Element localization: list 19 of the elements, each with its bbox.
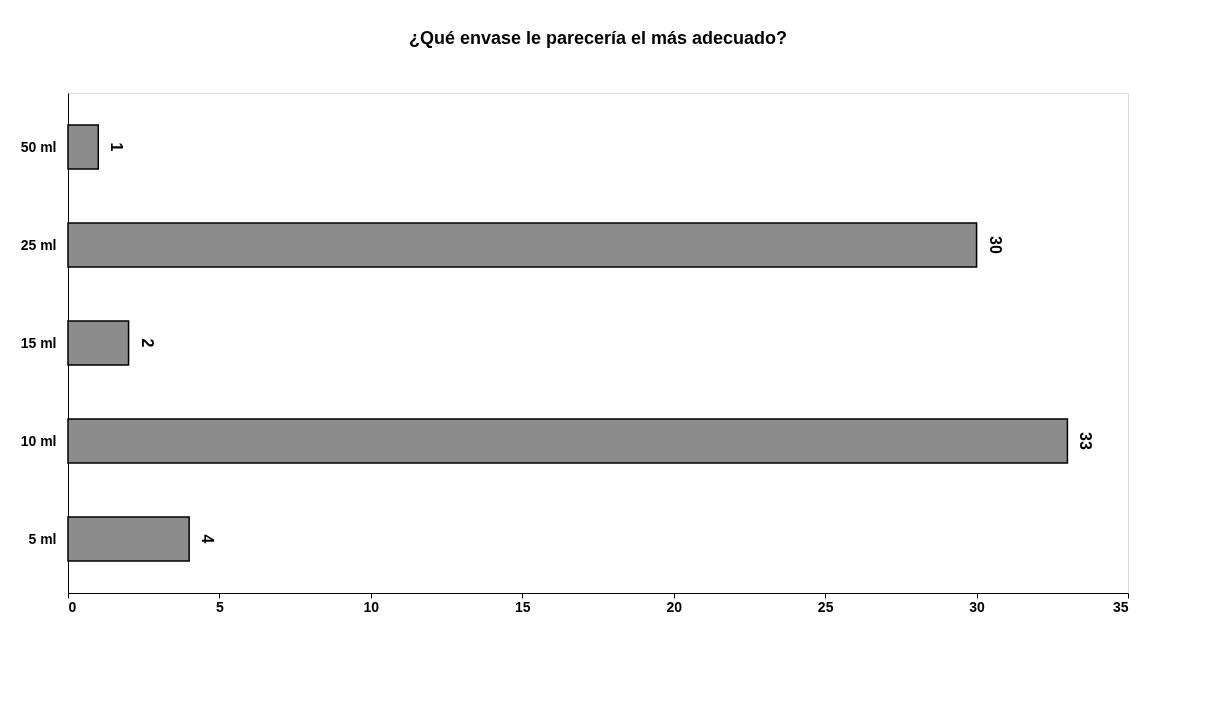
data-label: 2 <box>138 338 156 348</box>
x-tick-label: 25 <box>817 598 834 615</box>
y-tick-label: 5 ml <box>28 530 57 547</box>
y-tick-label: 50 ml <box>20 138 57 155</box>
x-tick-label: 20 <box>666 598 683 615</box>
x-tick-label: 5 <box>216 598 225 615</box>
x-tick-label: 30 <box>969 598 986 615</box>
x-tick-label: 15 <box>515 598 531 615</box>
y-tick-label: 10 ml <box>20 432 57 449</box>
x-tick-label: 0 <box>68 598 77 615</box>
y-tick-label: 15 ml <box>20 334 57 351</box>
data-label: 33 <box>1077 432 1095 450</box>
chart-title: ¿Qué envase le parecería el más adecuado? <box>408 28 788 48</box>
y-tick-label: 25 ml <box>20 236 57 253</box>
data-label: 4 <box>199 534 217 544</box>
x-tick-label: 10 <box>363 598 380 615</box>
data-label: 1 <box>108 142 126 152</box>
data-label: 30 <box>986 236 1004 254</box>
x-tick-label: 35 <box>1112 598 1129 615</box>
